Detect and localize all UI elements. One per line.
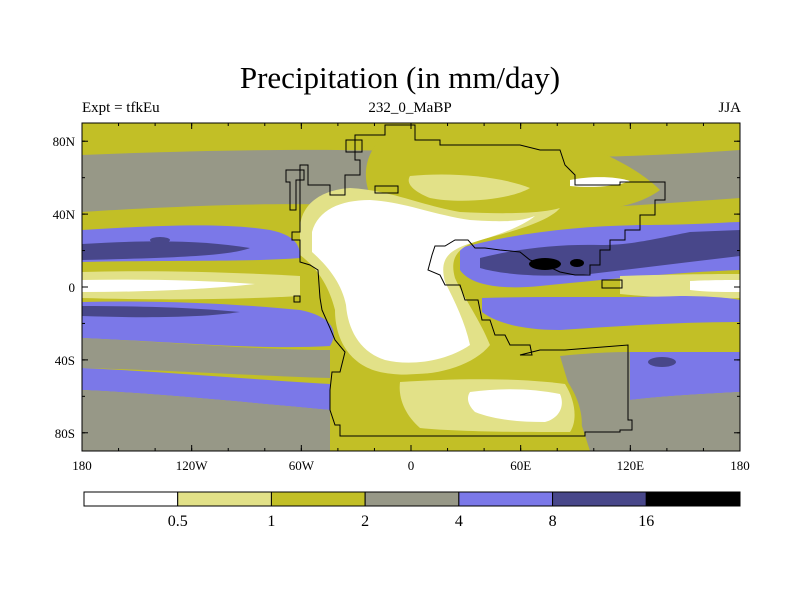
field-lightyellow-equator-east [620, 274, 740, 299]
lon-tick-label: 120E [617, 458, 645, 473]
lat-tick-label: 40N [53, 207, 76, 222]
lat-tick-label: 40S [55, 353, 75, 368]
lat-tick-label: 80S [55, 426, 75, 441]
field-gray-south-east [560, 352, 630, 451]
field-lightyellow-north-land [408, 174, 530, 201]
island-coastline-2 [374, 185, 399, 194]
colorbar-box [364, 491, 460, 507]
island-coastline-4 [293, 295, 301, 303]
lon-tick-label: 180 [72, 458, 92, 473]
field-blue-south-east [482, 296, 740, 330]
field-blue-south-track-east [630, 352, 740, 400]
field-darkblue-spot [150, 237, 170, 243]
field-blue-south-track-west [82, 368, 330, 410]
lat-tick-label: 80N [53, 134, 76, 149]
island-coastline-5 [601, 279, 623, 289]
colorbar-box [83, 491, 179, 507]
experiment-label: Expt = tfkEu [82, 100, 160, 116]
field-gray-south [82, 338, 330, 378]
lon-tick-label: 60W [289, 458, 315, 473]
field-darkblue-south-west [82, 306, 240, 318]
lon-tick-label: 120W [176, 458, 209, 473]
lon-tick-label: 0 [408, 458, 415, 473]
lat-tick-label: 0 [69, 280, 76, 295]
field-max-core-2 [570, 259, 584, 267]
field-white-pangaea [312, 200, 535, 363]
map-tick-labels: 180 120W 60W 0 60E 120E 180 80N 40N 0 40S 80S [53, 134, 750, 473]
field-white-north-land [570, 177, 630, 187]
precipitation-field [82, 123, 740, 451]
colorbar-labels: 0.5 1 2 4 8 16 [168, 513, 655, 530]
pangaea-coastline [291, 124, 666, 437]
field-gray-south-pole-west [82, 390, 330, 451]
field-darkblue-north-west [82, 241, 250, 260]
map-title: Precipitation (in mm/day) [239, 60, 561, 95]
colorbar [83, 491, 741, 507]
colorbar-box [270, 491, 366, 507]
colorbar-label: 16 [638, 513, 654, 530]
colorbar-box [177, 491, 272, 507]
field-gray-south-pole-east [630, 392, 740, 451]
colorbar-label: 1 [267, 513, 275, 530]
colorbar-box [552, 491, 647, 507]
field-white-south-land [467, 389, 562, 422]
field-max-core [529, 258, 561, 270]
island-coastline-3 [345, 139, 363, 153]
colorbar-box [645, 491, 741, 507]
island-coastline-1 [285, 169, 305, 211]
map-ticks [81, 123, 741, 451]
lon-tick-label: 180 [730, 458, 750, 473]
colorbar-label: 0.5 [168, 513, 188, 530]
lon-tick-label: 60E [510, 458, 531, 473]
season-label: JJA [718, 100, 741, 116]
field-darkblue-south-spot [648, 357, 676, 367]
field-white-equator-east [690, 280, 740, 292]
field-white-equator-west [82, 279, 255, 292]
period-label: 232_0_MaBP [368, 100, 452, 116]
colorbar-label: 2 [361, 513, 369, 530]
colorbar-box [458, 491, 554, 507]
colorbar-label: 8 [549, 513, 557, 530]
colorbar-label: 4 [455, 513, 463, 530]
